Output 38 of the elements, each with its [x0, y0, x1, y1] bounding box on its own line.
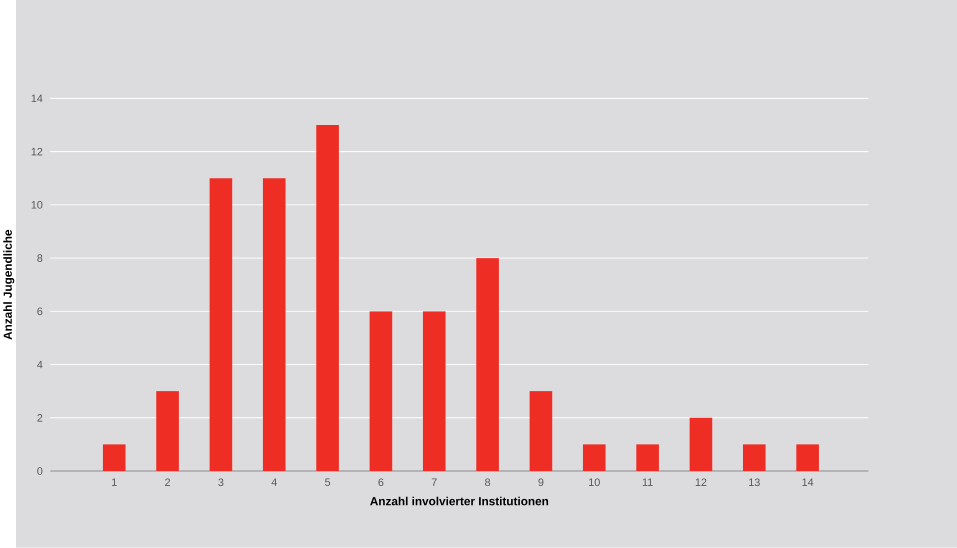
x-tick-label: 9 — [538, 478, 544, 486]
bar — [102, 444, 126, 472]
y-tick-label: 8 — [37, 254, 42, 262]
bar — [530, 391, 552, 472]
bar — [690, 418, 712, 472]
y-tick-label: 0 — [37, 467, 42, 475]
bar — [156, 391, 179, 472]
bar — [636, 444, 659, 472]
x-tick-label: 2 — [165, 478, 170, 486]
y-tick-label: 2 — [37, 414, 42, 422]
bar — [316, 125, 339, 472]
x-tick-label: 8 — [485, 478, 490, 486]
y-tick-label: 6 — [37, 308, 42, 316]
x-tick-label: 1 — [112, 478, 117, 486]
bar — [582, 444, 606, 472]
x-tick-label: 7 — [432, 478, 437, 486]
bar — [796, 444, 819, 472]
y-tick-label: 4 — [37, 360, 43, 368]
x-tick-label: 10 — [589, 478, 600, 486]
x-tick-label: 13 — [749, 478, 760, 486]
x-tick-label: 14 — [802, 478, 814, 486]
bar — [370, 311, 392, 472]
x-tick-label: 3 — [218, 478, 224, 486]
y-tick-label: 10 — [32, 201, 42, 209]
bar — [210, 178, 232, 472]
bar — [422, 311, 446, 472]
x-axis-title: Anzahl involvierter Institutionen — [370, 496, 548, 506]
y-tick-label: 14 — [32, 94, 43, 102]
bar — [742, 444, 766, 472]
x-tick-label: 5 — [325, 478, 330, 486]
bar — [476, 258, 499, 472]
bar — [262, 178, 286, 472]
x-tick-label: 4 — [271, 478, 277, 486]
x-tick-label: 6 — [378, 478, 384, 486]
y-tick-label: 12 — [32, 148, 42, 156]
x-tick-label: 11 — [642, 478, 653, 486]
x-tick-label: 12 — [696, 478, 706, 486]
y-axis-title: Anzahl Jugendliche — [3, 230, 14, 340]
